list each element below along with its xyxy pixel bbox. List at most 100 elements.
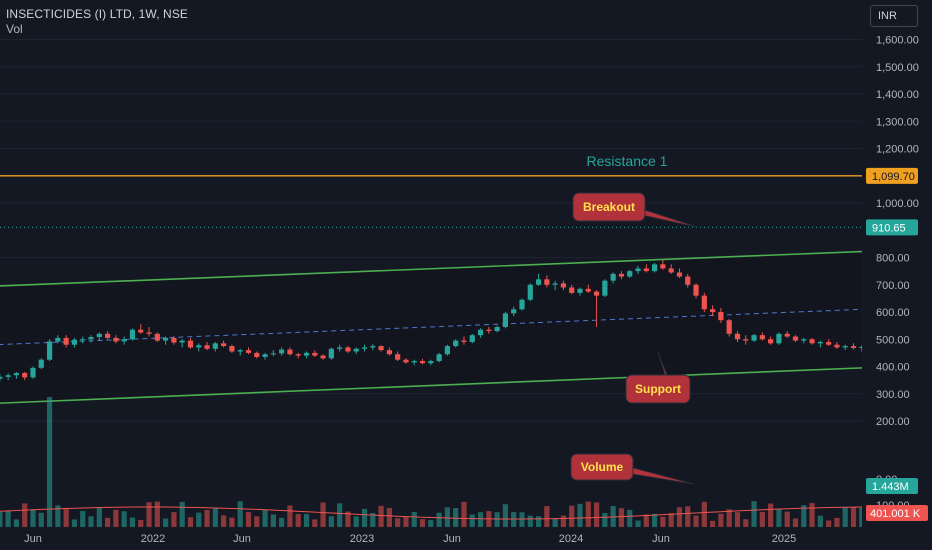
channel-fill: [0, 248, 932, 404]
time-tick-label: Jun: [443, 533, 461, 545]
candle-body: [627, 271, 633, 277]
price-tick-label: 500.00: [876, 334, 910, 346]
candle-body: [245, 350, 252, 353]
time-tick-label: Jun: [652, 533, 670, 545]
currency-selector[interactable]: INR: [870, 5, 918, 27]
volume-bar: [726, 509, 732, 527]
volume-bar: [229, 517, 235, 527]
candle-body: [569, 287, 575, 293]
candle-body: [395, 354, 401, 360]
candle-body: [776, 333, 782, 344]
volume-bar: [146, 502, 152, 527]
candle-body: [254, 352, 260, 357]
candle-body: [685, 276, 691, 285]
volume-bar: [776, 509, 782, 527]
volume-bar: [809, 503, 815, 527]
last-price-tag-bg: [866, 219, 918, 236]
volume-bar: [585, 501, 591, 527]
price-axis-bg: [862, 0, 932, 550]
volume-bar: [502, 504, 509, 527]
volume-bar: [602, 513, 608, 527]
candle-body: [743, 339, 749, 341]
time-tick-label: 2024: [559, 533, 583, 545]
candle-body: [519, 299, 525, 310]
candle-body: [96, 333, 102, 338]
volume-bar: [527, 515, 533, 527]
candle-body: [171, 337, 177, 343]
candle-body: [80, 339, 86, 341]
volume-bar: [196, 512, 202, 527]
candle-body: [403, 359, 409, 363]
volume-bar: [403, 516, 409, 527]
volume-bar: [419, 519, 426, 527]
candle-body: [643, 268, 649, 272]
candle-body: [850, 346, 857, 348]
candle-body: [163, 337, 169, 341]
volume-bar: [560, 515, 567, 527]
candle-body: [668, 268, 674, 273]
price-axis: 1,600.00 1,500.00 1,400.00 1,300.00 1,200.00…: [862, 0, 932, 550]
volume-bar: [535, 516, 542, 527]
volume-bar: [212, 507, 218, 527]
volume-bar: [552, 518, 558, 527]
volume-bar: [129, 517, 136, 527]
price-tick-label: 700.00: [876, 280, 910, 292]
volume-bar: [784, 511, 790, 527]
candle-body: [809, 339, 815, 344]
candle-body: [436, 354, 442, 362]
time-tick-label: Jun: [24, 533, 42, 545]
candle-body: [494, 326, 500, 332]
candle-body: [768, 339, 774, 344]
volume-bar: [469, 514, 475, 527]
candle-body: [859, 346, 865, 348]
volume-bar: [859, 507, 865, 527]
volume-bar: [395, 518, 401, 527]
resistance-label: Resistance 1: [587, 153, 668, 169]
time-tick-label: 2025: [772, 533, 796, 545]
volume-bar: [254, 516, 260, 527]
volume-bar: [477, 512, 484, 527]
volume-bar: [411, 511, 417, 527]
candle-body: [312, 352, 318, 356]
volume-bar: [80, 511, 86, 527]
volume-bar: [685, 506, 691, 527]
price-tick-label: 1,000.00: [876, 198, 919, 210]
volume-bar: [0, 512, 3, 527]
volume-bar: [312, 519, 318, 527]
volume-bar: [71, 519, 78, 527]
volume-bar: [660, 516, 666, 527]
candle-body: [428, 361, 434, 364]
candle-body: [602, 280, 608, 296]
volume-bar: [453, 508, 459, 527]
candle-body: [751, 335, 757, 341]
support-callout-text: Support: [635, 382, 681, 396]
volume-bar: [718, 513, 724, 527]
candle-body: [229, 346, 235, 352]
candle-body: [320, 355, 326, 359]
candle-body: [63, 337, 69, 345]
volume-bar: [792, 518, 799, 527]
volume-bar: [652, 513, 658, 527]
candle-body: [0, 376, 3, 379]
volume-bar: [734, 512, 741, 527]
volume-last-tag: 1.443M: [872, 481, 909, 493]
volume-bar: [279, 517, 285, 527]
volume-bar: [668, 513, 674, 527]
candle-body: [759, 335, 765, 340]
candle-body: [560, 283, 567, 288]
volume-bar: [519, 512, 525, 527]
candle-body: [212, 343, 218, 349]
candle-body: [262, 354, 268, 357]
candle-body: [453, 340, 459, 347]
volume-bar: [345, 511, 351, 527]
volume-bar: [759, 511, 765, 527]
volume-bar: [138, 519, 144, 527]
candle-body: [71, 339, 78, 345]
candle-body: [279, 349, 285, 354]
candle-body: [378, 346, 384, 351]
candle-body: [610, 273, 616, 281]
candle-body: [328, 348, 334, 359]
volume-bar: [221, 515, 227, 527]
candle-body: [660, 264, 666, 269]
